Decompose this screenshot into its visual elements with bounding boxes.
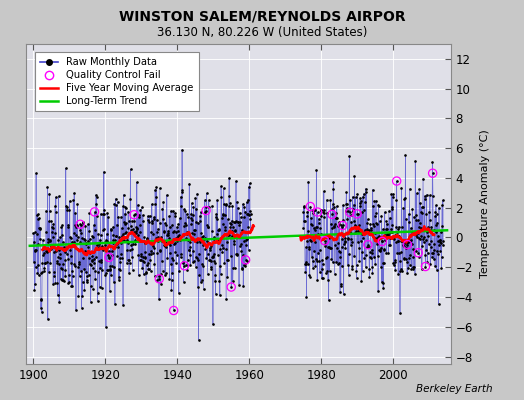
Point (76, 221, 84, 228)
Point (346, 209, 354, 216)
Point (180, 262, 189, 269)
Point (306, 203, 314, 210)
Point (378, 238, 387, 245)
Point (403, 242, 412, 248)
Point (421, 263, 430, 270)
Point (130, 212, 138, 218)
Point (202, 207, 210, 214)
Point (313, 209, 322, 215)
Point (392, 178, 401, 184)
Text: 36.130 N, 80.226 W (United States): 36.130 N, 80.226 W (United States) (157, 26, 367, 39)
Text: Berkeley Earth: Berkeley Earth (416, 384, 493, 394)
Point (242, 257, 250, 263)
Point (227, 284, 235, 290)
Point (339, 222, 347, 229)
Point (328, 211, 336, 218)
Text: WINSTON SALEM/REYNOLDS AIRPOR: WINSTON SALEM/REYNOLDS AIRPOR (119, 10, 405, 24)
Point (155, 276, 163, 282)
Point (169, 307, 178, 314)
Point (414, 250, 422, 256)
Point (105, 254, 113, 261)
Point (429, 170, 437, 176)
Point (90, 209, 99, 215)
Y-axis label: Temperature Anomaly (°C): Temperature Anomaly (°C) (480, 130, 490, 278)
Point (321, 238, 329, 244)
Point (364, 242, 372, 248)
Point (353, 211, 362, 217)
Legend: Raw Monthly Data, Quality Control Fail, Five Year Moving Average, Long-Term Tren: Raw Monthly Data, Quality Control Fail, … (36, 52, 199, 111)
